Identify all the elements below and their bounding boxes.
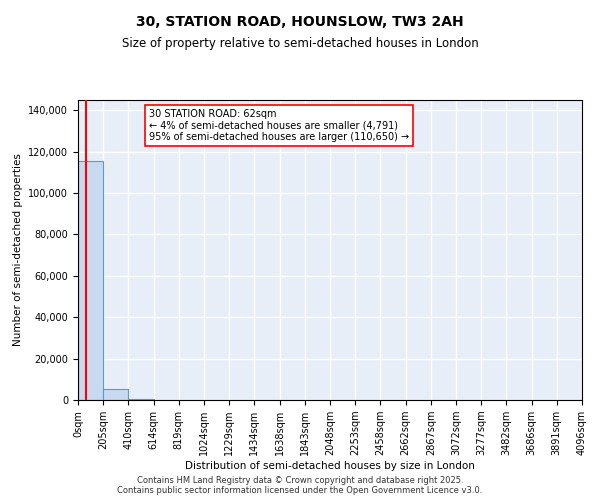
Text: 30 STATION ROAD: 62sqm
← 4% of semi-detached houses are smaller (4,791)
95% of s: 30 STATION ROAD: 62sqm ← 4% of semi-deta… [149, 109, 409, 142]
Text: Size of property relative to semi-detached houses in London: Size of property relative to semi-detach… [122, 38, 478, 51]
Bar [78, 161, 103, 400]
Y-axis label: Number of semi-detached properties: Number of semi-detached properties [13, 154, 23, 346]
Text: 30, STATION ROAD, HOUNSLOW, TW3 2AH: 30, STATION ROAD, HOUNSLOW, TW3 2AH [136, 15, 464, 29]
Text: Contains HM Land Registry data © Crown copyright and database right 2025.
Contai: Contains HM Land Registry data © Crown c… [118, 476, 482, 495]
Bar [103, 389, 128, 400]
X-axis label: Distribution of semi-detached houses by size in London: Distribution of semi-detached houses by … [185, 461, 475, 471]
Bar [128, 398, 154, 400]
